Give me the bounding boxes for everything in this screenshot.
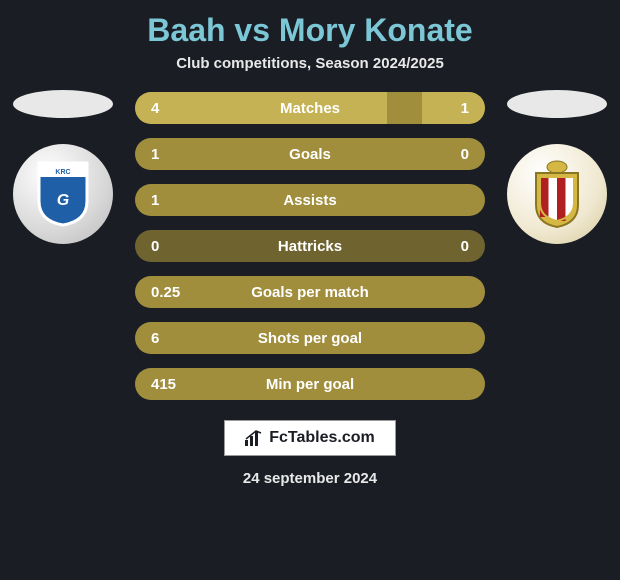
date-label: 24 september 2024 — [243, 470, 377, 487]
stat-value-left: 4 — [151, 100, 159, 117]
stat-label: Min per goal — [266, 376, 354, 393]
left-player-column: KRC G — [3, 90, 123, 244]
stat-label: Hattricks — [278, 238, 342, 255]
team-crest-mechelen — [507, 144, 607, 244]
comparison-panel: KRC G 4 Matches 1 1 Goals 0 1 Assists 0 Hattricks… — [0, 90, 620, 400]
bar-chart-icon — [245, 430, 263, 446]
right-player-column — [497, 90, 617, 244]
stat-bar: 415 Min per goal — [135, 368, 485, 400]
svg-text:G: G — [57, 192, 69, 209]
player-silhouette-placeholder — [507, 90, 607, 118]
stat-value-right: 0 — [461, 146, 469, 163]
brand-logo: FcTables.com — [224, 420, 396, 456]
svg-text:KRC: KRC — [55, 169, 70, 176]
stat-bars: 4 Matches 1 1 Goals 0 1 Assists 0 Hattricks 0 0.25 G… — [135, 90, 485, 400]
stat-label: Matches — [280, 100, 340, 117]
stat-label: Shots per goal — [258, 330, 362, 347]
footer: FcTables.com 24 september 2024 — [0, 420, 620, 487]
stat-bar: 0.25 Goals per match — [135, 276, 485, 308]
team-crest-genk: KRC G — [13, 144, 113, 244]
stat-value-right: 1 — [461, 100, 469, 117]
mechelen-shield-icon — [528, 159, 586, 229]
stat-value-left: 0 — [151, 238, 159, 255]
stat-label: Assists — [283, 192, 336, 209]
stat-bar: 1 Goals 0 — [135, 138, 485, 170]
stat-bar: 1 Assists — [135, 184, 485, 216]
page-title: Baah vs Mory Konate — [0, 0, 620, 55]
stat-value-left: 415 — [151, 376, 176, 393]
player-silhouette-placeholder — [13, 90, 113, 118]
stat-value-left: 6 — [151, 330, 159, 347]
bar-fill-right — [422, 92, 485, 124]
stat-value-left: 1 — [151, 146, 159, 163]
stat-value-left: 0.25 — [151, 284, 180, 301]
stat-bar: 0 Hattricks 0 — [135, 230, 485, 262]
subtitle: Club competitions, Season 2024/2025 — [0, 55, 620, 90]
stat-bar: 6 Shots per goal — [135, 322, 485, 354]
stat-bar: 4 Matches 1 — [135, 92, 485, 124]
bar-fill-left — [135, 92, 387, 124]
brand-text: FcTables.com — [269, 429, 375, 447]
stat-value-right: 0 — [461, 238, 469, 255]
stat-label: Goals — [289, 146, 331, 163]
genk-shield-icon: KRC G — [35, 161, 91, 227]
stat-label: Goals per match — [251, 284, 369, 301]
stat-value-left: 1 — [151, 192, 159, 209]
